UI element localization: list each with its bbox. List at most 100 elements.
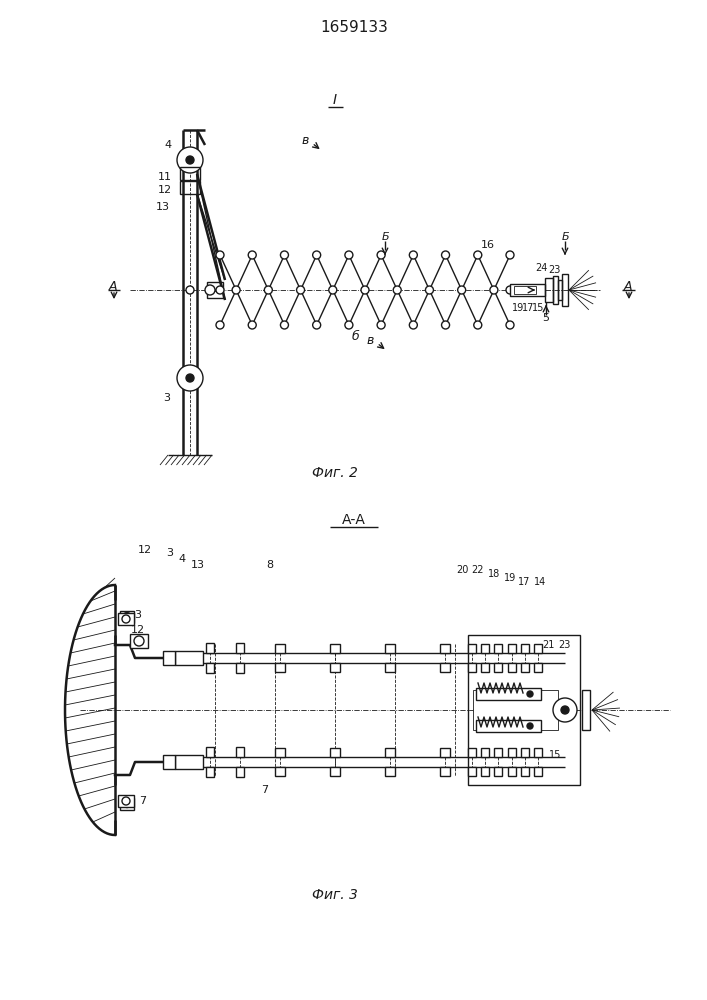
Circle shape xyxy=(442,251,450,259)
Bar xyxy=(206,747,214,757)
Bar xyxy=(468,663,476,672)
Polygon shape xyxy=(163,651,175,665)
Bar xyxy=(494,644,502,653)
Circle shape xyxy=(122,615,130,623)
Circle shape xyxy=(216,286,224,294)
Bar xyxy=(521,767,529,776)
Bar xyxy=(120,610,134,622)
Bar xyxy=(180,181,200,194)
Circle shape xyxy=(457,286,466,294)
Circle shape xyxy=(361,286,369,294)
Bar xyxy=(206,643,214,653)
Circle shape xyxy=(561,706,569,714)
Bar xyxy=(275,663,285,672)
Circle shape xyxy=(377,321,385,329)
Bar xyxy=(582,690,590,730)
Bar xyxy=(130,634,148,648)
Circle shape xyxy=(377,251,385,259)
Text: 3: 3 xyxy=(167,548,173,558)
Text: 8: 8 xyxy=(267,560,274,570)
Circle shape xyxy=(527,691,533,697)
Text: A: A xyxy=(624,279,632,292)
Circle shape xyxy=(312,251,321,259)
Text: A: A xyxy=(109,279,117,292)
Text: I: I xyxy=(333,93,337,107)
Circle shape xyxy=(312,321,321,329)
Bar xyxy=(468,767,476,776)
Circle shape xyxy=(281,251,288,259)
Bar xyxy=(508,748,516,757)
Bar xyxy=(521,663,529,672)
Bar xyxy=(118,795,134,807)
Circle shape xyxy=(506,286,514,294)
Text: 3: 3 xyxy=(134,610,141,620)
Text: 12: 12 xyxy=(158,185,172,195)
Bar xyxy=(558,280,562,300)
Circle shape xyxy=(474,251,481,259)
Circle shape xyxy=(345,251,353,259)
Bar xyxy=(481,663,489,672)
Bar xyxy=(206,767,214,777)
Bar xyxy=(206,663,214,673)
Bar xyxy=(236,747,244,757)
Bar xyxy=(508,644,516,653)
Text: 17: 17 xyxy=(518,577,530,587)
Bar xyxy=(468,644,476,653)
Text: б: б xyxy=(351,330,359,344)
Text: А-А: А-А xyxy=(342,513,366,527)
Bar xyxy=(510,284,545,296)
Circle shape xyxy=(527,723,533,729)
Bar xyxy=(494,748,502,757)
Bar xyxy=(440,663,450,672)
Text: 7: 7 xyxy=(139,796,146,806)
Text: в: в xyxy=(366,334,374,347)
Bar xyxy=(118,613,134,625)
Bar xyxy=(545,278,553,302)
Circle shape xyxy=(553,698,577,722)
Bar xyxy=(385,644,395,653)
Text: 13: 13 xyxy=(191,560,205,570)
Bar xyxy=(440,748,450,757)
Text: 16: 16 xyxy=(481,240,495,250)
Bar xyxy=(175,755,203,769)
Bar xyxy=(494,767,502,776)
Text: 19: 19 xyxy=(504,573,516,583)
Text: 3: 3 xyxy=(163,393,170,403)
Text: 1659133: 1659133 xyxy=(320,20,388,35)
Text: 24: 24 xyxy=(534,263,547,273)
Text: 18: 18 xyxy=(488,569,500,579)
Bar xyxy=(385,767,395,776)
Text: Фиг. 3: Фиг. 3 xyxy=(312,888,358,902)
Bar xyxy=(476,720,541,732)
Circle shape xyxy=(177,365,203,391)
Text: 11: 11 xyxy=(158,172,172,182)
Bar xyxy=(236,643,244,653)
Bar xyxy=(275,644,285,653)
Circle shape xyxy=(409,251,417,259)
Circle shape xyxy=(506,251,514,259)
Bar xyxy=(476,688,541,700)
Circle shape xyxy=(490,286,498,294)
Bar xyxy=(514,286,536,294)
Text: 22: 22 xyxy=(472,565,484,575)
Text: Б: Б xyxy=(561,232,569,242)
Bar xyxy=(473,690,558,730)
Bar xyxy=(440,644,450,653)
Bar xyxy=(330,644,340,653)
Bar xyxy=(534,644,542,653)
Bar xyxy=(175,651,203,665)
Circle shape xyxy=(248,251,256,259)
Text: Фиг. 2: Фиг. 2 xyxy=(312,466,358,480)
Bar xyxy=(494,663,502,672)
Bar xyxy=(553,276,558,304)
Circle shape xyxy=(134,636,144,646)
Bar xyxy=(120,798,134,810)
Circle shape xyxy=(122,797,130,805)
Circle shape xyxy=(296,286,305,294)
Text: 12: 12 xyxy=(131,625,145,635)
Bar xyxy=(275,748,285,757)
Bar xyxy=(385,748,395,757)
Circle shape xyxy=(232,286,240,294)
Bar xyxy=(207,282,223,298)
Circle shape xyxy=(281,321,288,329)
